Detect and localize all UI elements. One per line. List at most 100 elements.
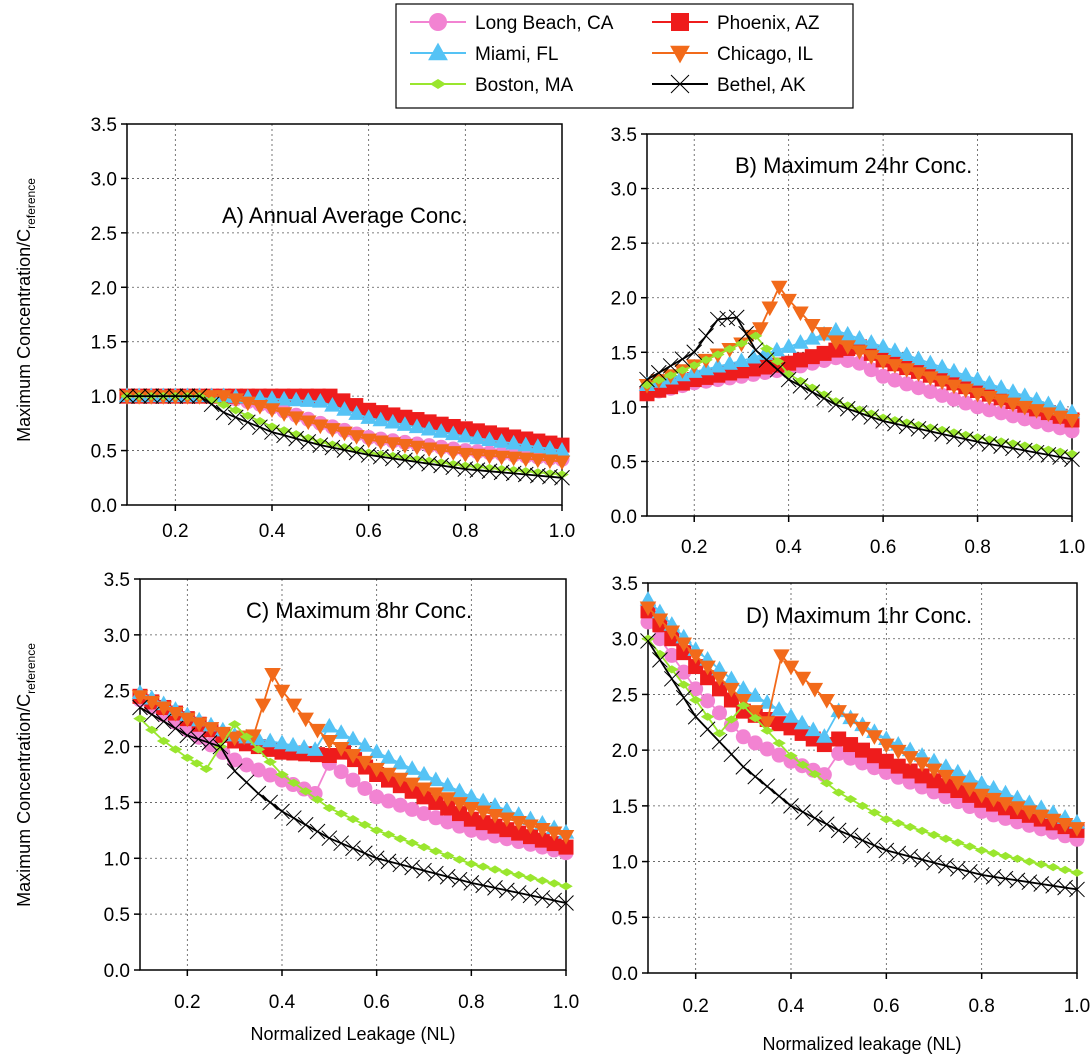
data-point: [816, 728, 833, 743]
plot-frame: [139, 578, 567, 971]
data-point: [820, 779, 834, 788]
data-point: [723, 682, 740, 698]
data-point: [1052, 420, 1068, 436]
data-point: [969, 370, 986, 386]
data-point: [440, 800, 456, 816]
data-point: [840, 352, 856, 368]
data-point: [818, 694, 835, 709]
data-point: [854, 832, 871, 849]
data-point: [863, 362, 879, 378]
data-point: [274, 803, 290, 820]
data-point: [878, 842, 895, 859]
data-point: [758, 352, 775, 368]
data-point: [901, 751, 919, 766]
data-point: [506, 466, 521, 475]
data-point: [711, 671, 728, 687]
data-point: [261, 732, 279, 748]
data-point: [380, 767, 397, 783]
data-point: [239, 732, 254, 741]
data-point: [155, 713, 172, 730]
data-point: [804, 349, 820, 365]
x-tick-label: 0.2: [174, 992, 200, 1013]
data-point: [381, 830, 396, 839]
data-point: [780, 338, 797, 353]
data-point: [119, 388, 135, 404]
legend-item-phoenix-az: Phoenix, AZ: [652, 13, 820, 34]
data-point: [131, 690, 149, 705]
data-point: [1005, 440, 1021, 457]
data-point: [345, 772, 361, 788]
y-tick-label: 2.0: [611, 289, 637, 310]
data-point: [534, 832, 550, 848]
data-point: [804, 330, 821, 345]
data-point: [348, 398, 364, 414]
x-tick-label: 1.0: [1064, 996, 1090, 1017]
data-point: [381, 793, 396, 809]
data-point: [420, 442, 438, 458]
data-point: [898, 363, 915, 378]
data-point: [212, 738, 229, 755]
y-tick-label: 1.5: [612, 797, 638, 818]
data-point: [336, 401, 353, 416]
data-point: [469, 448, 486, 464]
data-point: [688, 659, 704, 675]
data-point: [828, 396, 844, 413]
data-point: [250, 785, 267, 802]
data-point: [557, 829, 575, 845]
data-point: [827, 335, 845, 350]
data-point: [553, 441, 571, 457]
data-point: [168, 745, 183, 754]
data-point: [903, 822, 917, 832]
data-point: [534, 890, 551, 906]
x-tick-label: 1.0: [549, 521, 575, 542]
data-point: [997, 870, 1014, 887]
data-point: [245, 729, 262, 745]
data-point: [297, 816, 314, 833]
data-point: [1033, 876, 1050, 892]
data-point: [902, 763, 918, 779]
data-point: [734, 339, 749, 348]
data-point: [915, 826, 929, 836]
data-point: [445, 459, 462, 476]
data-point: [215, 404, 232, 421]
data-point: [782, 660, 800, 676]
x-tick-label: 0.6: [363, 992, 389, 1013]
y-tick-label: 0.5: [104, 905, 130, 926]
data-point: [770, 701, 788, 716]
data-point: [416, 806, 432, 822]
data-point: [372, 411, 389, 427]
data-point: [555, 470, 569, 479]
data-point: [973, 774, 990, 790]
data-point: [724, 715, 739, 724]
data-point: [974, 846, 989, 855]
data-point: [994, 437, 1008, 446]
data-point: [396, 416, 414, 431]
data-point: [947, 428, 961, 437]
data-point: [818, 816, 835, 833]
data-point: [433, 457, 450, 474]
data-point: [795, 804, 811, 820]
data-point: [923, 423, 938, 432]
data-point: [517, 466, 534, 483]
data-point: [993, 405, 1009, 421]
data-point: [828, 342, 844, 358]
y-tick-label: 1.0: [91, 387, 117, 408]
data-point: [559, 882, 573, 891]
data-point: [878, 753, 894, 769]
data-point: [227, 720, 242, 729]
data-point: [1004, 383, 1022, 398]
data-point: [677, 680, 691, 689]
data-point: [806, 810, 823, 826]
data-point: [469, 462, 486, 479]
data-point: [808, 769, 822, 779]
data-point: [499, 822, 515, 838]
data-point: [360, 433, 377, 449]
data-point: [481, 449, 498, 465]
data-point: [241, 411, 255, 420]
data-point: [700, 670, 716, 686]
data-point: [963, 842, 977, 851]
data-point: [652, 631, 668, 647]
data-point: [998, 851, 1013, 861]
plot-frame: [647, 582, 1078, 974]
data-point: [493, 433, 510, 448]
